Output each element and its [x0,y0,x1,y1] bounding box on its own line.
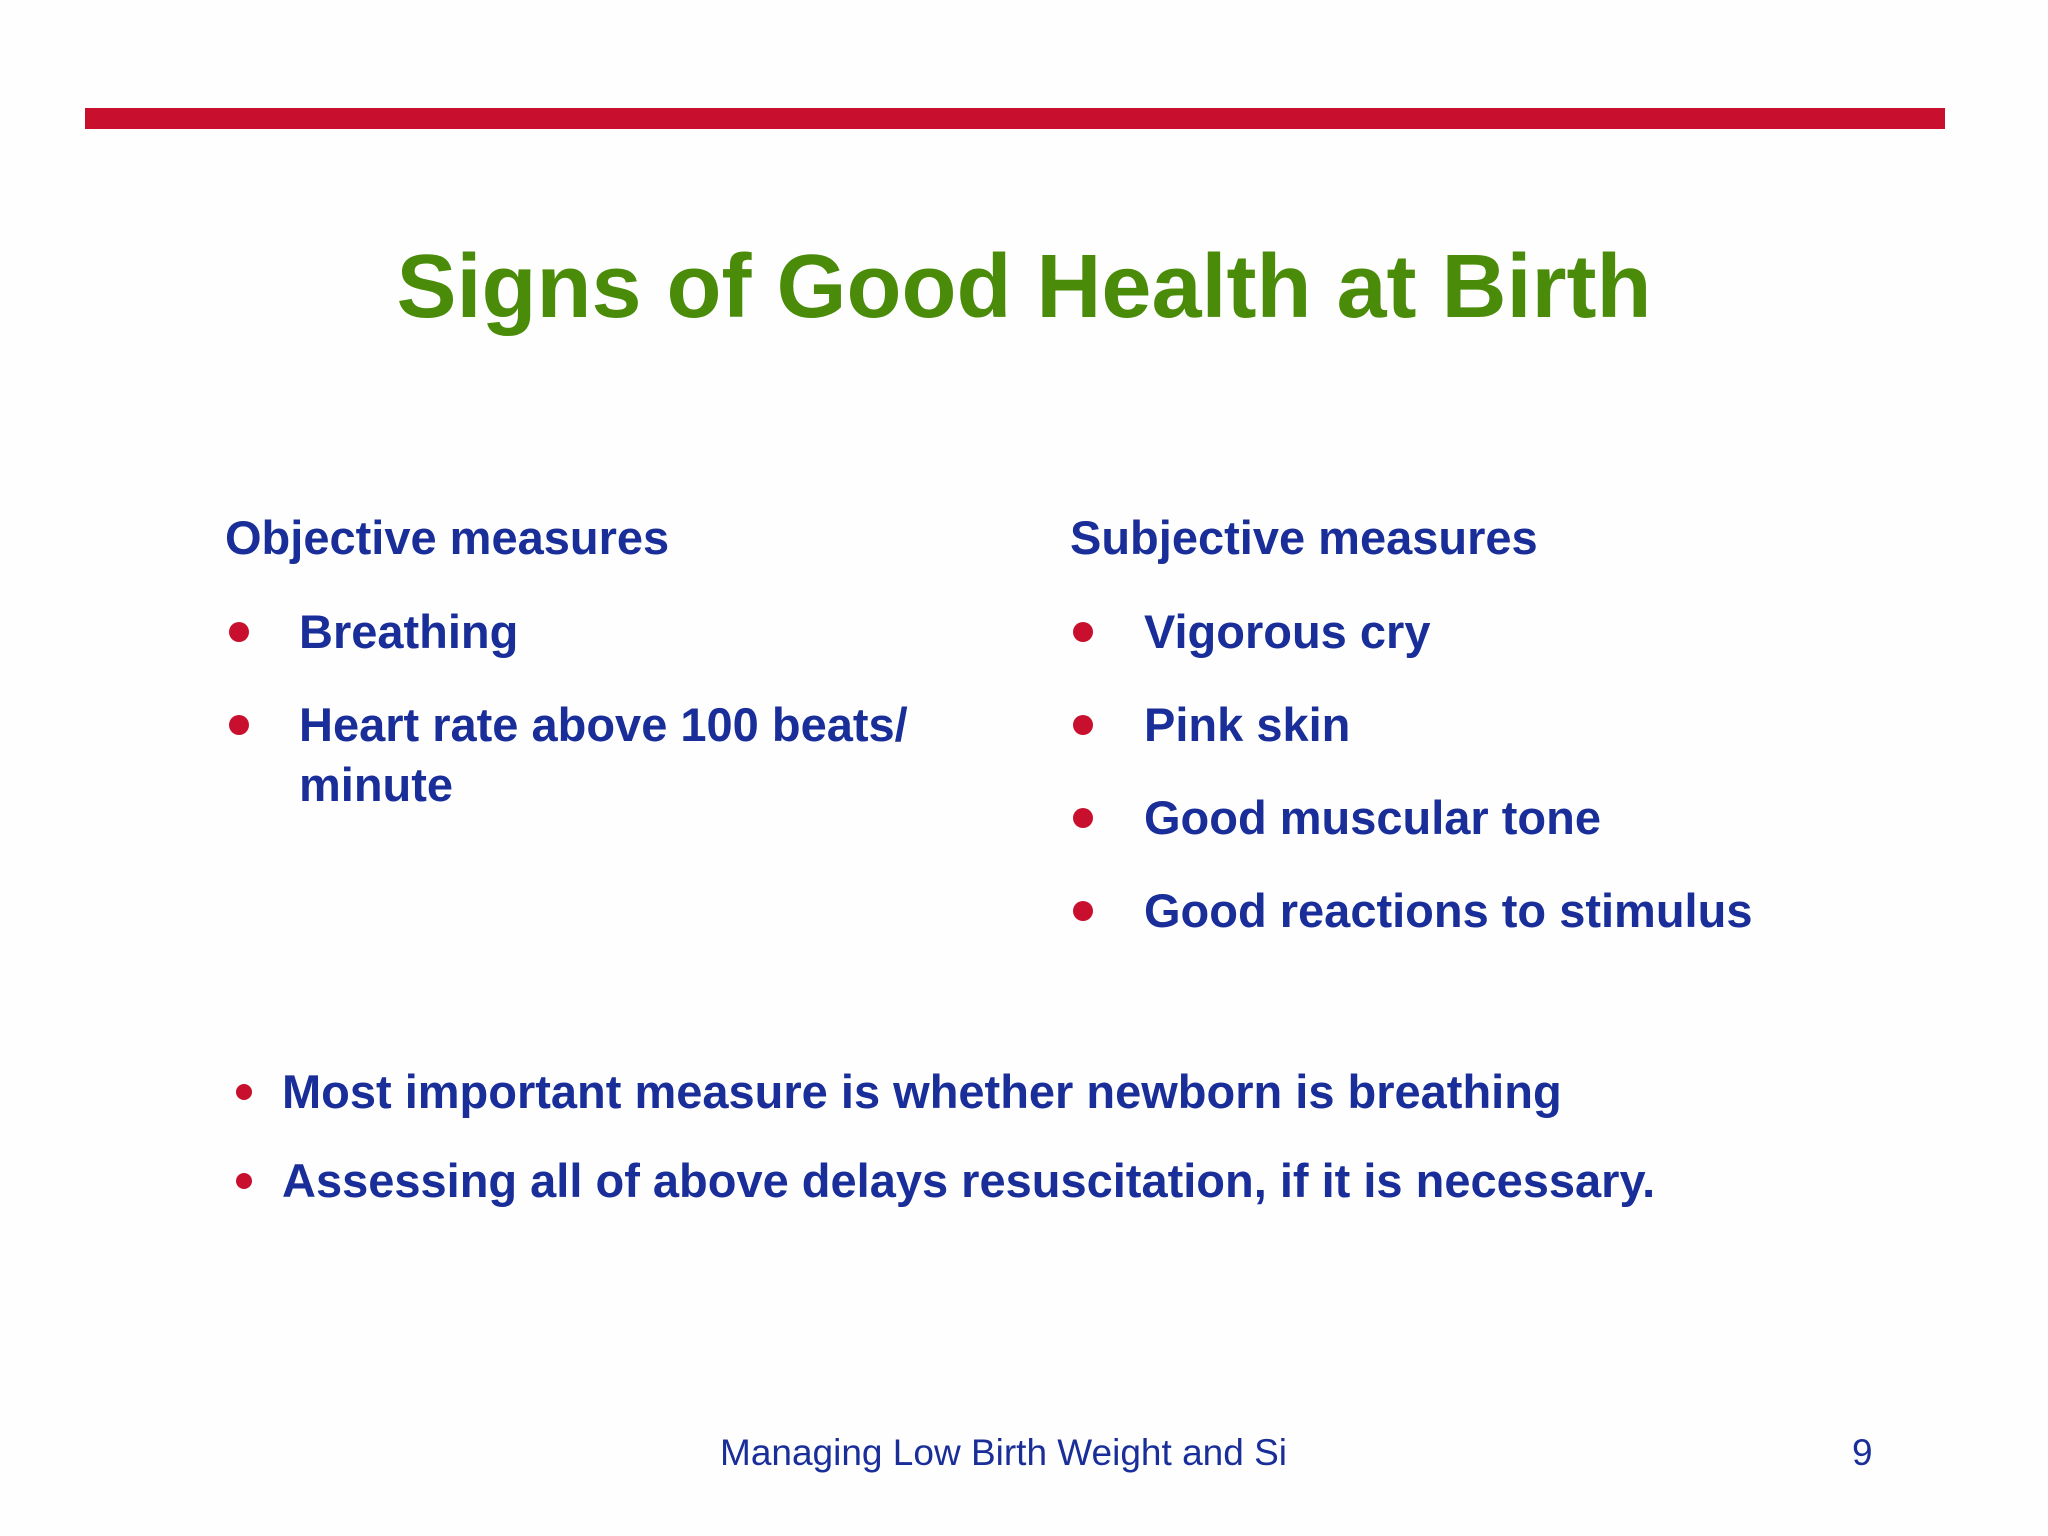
bullet-dot [229,622,249,642]
bullet-dot [1073,715,1093,735]
bullet-dot [236,1173,252,1189]
bullet-text: Heart rate above 100 beats/ minute [299,698,908,811]
slide-title: Signs of Good Health at Birth [396,237,1652,337]
bullet-text: Vigorous cry [1144,605,1431,658]
bullet-text: Most important measure is whether newbor… [282,1065,1562,1118]
bullet-text: Breathing [299,605,519,658]
column-heading: Subjective measures [1070,511,1538,564]
top-bar [85,108,1945,129]
bullet-dot [229,715,249,735]
footer-text: Managing Low Birth Weight and Si [720,1432,1287,1473]
page-number: 9 [1852,1432,1873,1473]
bullet-text: Pink skin [1144,698,1351,751]
bullet-text: Assessing all of above delays resuscitat… [282,1154,1656,1207]
bullet-dot [1073,901,1093,921]
bullet-dot [1073,808,1093,828]
bullet-text: Good muscular tone [1144,791,1601,844]
bullet-dot [1073,622,1093,642]
bullet-dot [236,1084,252,1100]
column-heading: Objective measures [225,511,670,564]
bullet-text: Good reactions to stimulus [1144,884,1753,937]
